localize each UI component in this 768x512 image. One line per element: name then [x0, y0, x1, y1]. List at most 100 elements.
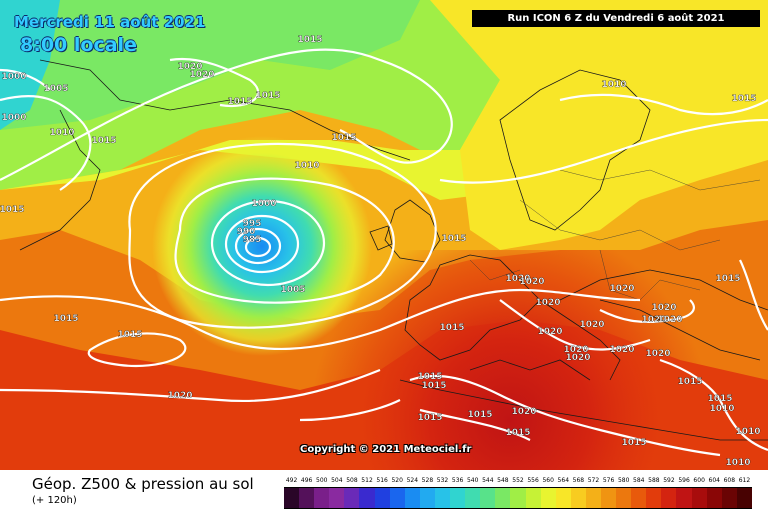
isobar-label: 1015: [731, 94, 756, 104]
color-scale-swatch: [600, 488, 617, 508]
isobar-label: 1020: [505, 274, 530, 284]
isobar-label: 1020: [579, 320, 604, 330]
isobar-label: 1015: [677, 377, 702, 387]
color-scale-swatch: [389, 488, 405, 508]
color-scale-label: 540: [466, 477, 479, 484]
color-scale-label: 520: [391, 477, 403, 484]
isobar-label: 1015: [297, 35, 322, 45]
color-scale-label: 528: [421, 477, 434, 484]
isobar-label: 1010: [725, 458, 750, 468]
color-scale: 492 496 500 504 508 512 516 520 524 528 532 536 540 5…: [284, 477, 752, 509]
isobar-label: 1015: [467, 410, 492, 420]
isobar-label: 1020: [563, 345, 588, 355]
forecast-date: Mercredi 11 août 2021: [14, 13, 206, 31]
color-scale-swatch: [691, 488, 707, 508]
color-scale-swatch: [344, 488, 360, 508]
color-scale-swatch: [314, 488, 330, 508]
color-scale-label: 496: [300, 477, 313, 484]
color-scale-label: 580: [617, 477, 630, 484]
color-scale-label: 536: [451, 477, 464, 484]
isobar-label: 1000: [1, 72, 26, 82]
color-scale-label: 608: [723, 477, 736, 484]
isobar-label: 1020: [609, 284, 634, 294]
isobar-label: 1015: [715, 274, 740, 284]
color-scale-swatch: [299, 488, 315, 508]
isobar-labels: 1015102010201015101510001005100010101015…: [0, 35, 761, 468]
color-scale-label: 560: [542, 477, 554, 484]
model-run-banner: Run ICON 6 Z du Vendredi 6 août 2021: [472, 10, 760, 27]
color-scale-label: 584: [633, 477, 645, 484]
isobar-label: 1020: [651, 303, 676, 313]
color-scale-label: 492: [285, 477, 298, 484]
color-scale-label: 600: [693, 477, 705, 484]
color-scale-label: 588: [648, 477, 660, 484]
color-scale-swatch: [570, 488, 586, 508]
isobar-label: 1015: [417, 372, 442, 382]
color-scale-swatch: [284, 488, 300, 508]
color-scale-swatch: [646, 488, 662, 508]
isobar-label: 1015: [117, 330, 142, 340]
isobar-label: 1020: [657, 315, 682, 325]
color-scale-swatch: [631, 488, 647, 508]
isobar-label: 1005: [43, 84, 68, 94]
isobar-label: 1020: [641, 315, 666, 325]
color-scale-swatch: [555, 488, 571, 508]
isobar-label: 1015: [91, 136, 116, 146]
color-scale-swatch: [510, 488, 526, 508]
isobar-label: 1015: [621, 438, 646, 448]
isobar-label: 1015: [53, 314, 78, 324]
isobar-label: 1015: [707, 394, 732, 404]
isobars: [0, 48, 768, 457]
isobar-label: 1010: [709, 404, 734, 414]
field-yellow-east: [430, 0, 768, 250]
isobar-label: 1015: [439, 323, 464, 333]
isobar-label: 985: [243, 235, 262, 245]
isobar-label: 1015: [505, 428, 530, 438]
isobar-label: 1020: [511, 407, 536, 417]
color-scale-label: 524: [406, 477, 419, 484]
color-scale-label: 568: [572, 477, 585, 484]
isobar-label: 1020: [167, 391, 192, 401]
color-scale-swatch: [721, 488, 737, 508]
color-scale-swatch: [480, 488, 496, 508]
isobar-label: 1015: [0, 205, 25, 215]
color-scale-label: 596: [678, 477, 690, 484]
isobar-label: 1000: [251, 199, 276, 209]
color-scale-swatch: [676, 488, 692, 508]
color-scale-label: 556: [527, 477, 539, 484]
color-scale-labels: 492 496 500 504 508 512 516 520 524 528 532 536 540 5…: [284, 477, 752, 487]
color-scale-label: 564: [557, 477, 570, 484]
color-scale-label: 504: [331, 477, 343, 484]
isobar-label: 1020: [189, 70, 214, 80]
isobar-label: 1015: [417, 413, 442, 423]
isobar-label: 1020: [565, 353, 590, 363]
isobar-label: 990: [237, 227, 256, 237]
color-scale-label: 592: [663, 477, 675, 484]
color-scale-label: 544: [482, 477, 494, 484]
copyright-notice: Copyright © 2021 Meteociel.fr: [300, 444, 472, 455]
color-scale-label: 512: [361, 477, 373, 484]
color-scale-swatch: [374, 488, 390, 508]
color-scale-swatch: [525, 488, 541, 508]
weather-map: 1015 1020 1020 1015 1015 1000 1005 1000 1010 1015…: [0, 0, 768, 470]
isobar-label: 1005: [280, 285, 305, 295]
legend-subtitle: (+ 120h): [32, 495, 77, 506]
isobar-label: 1015: [227, 97, 252, 107]
color-scale-swatch: [329, 488, 345, 508]
color-scale-label: 548: [497, 477, 509, 484]
color-scale-swatch: [419, 488, 435, 508]
legend-bar: Géop. Z500 & pression au sol (+ 120h) 49…: [0, 470, 768, 512]
color-scale-swatch: [465, 488, 481, 508]
isobar-label: 1020: [537, 327, 562, 337]
color-scale-label: 532: [436, 477, 449, 484]
map-canvas: 1015102010201015101510001005100010101015…: [0, 0, 768, 470]
color-scale-swatch: [450, 488, 466, 508]
isobar-label: 1010: [601, 80, 626, 90]
color-scale-swatch: [706, 488, 722, 508]
color-scale-swatch: [434, 488, 451, 508]
isobar-label: 1015: [421, 381, 446, 391]
isobar-label: 1020: [535, 298, 560, 308]
color-scale-label: 572: [587, 477, 600, 484]
color-scale-swatch: [359, 488, 375, 508]
color-scale-swatch: [616, 488, 632, 508]
